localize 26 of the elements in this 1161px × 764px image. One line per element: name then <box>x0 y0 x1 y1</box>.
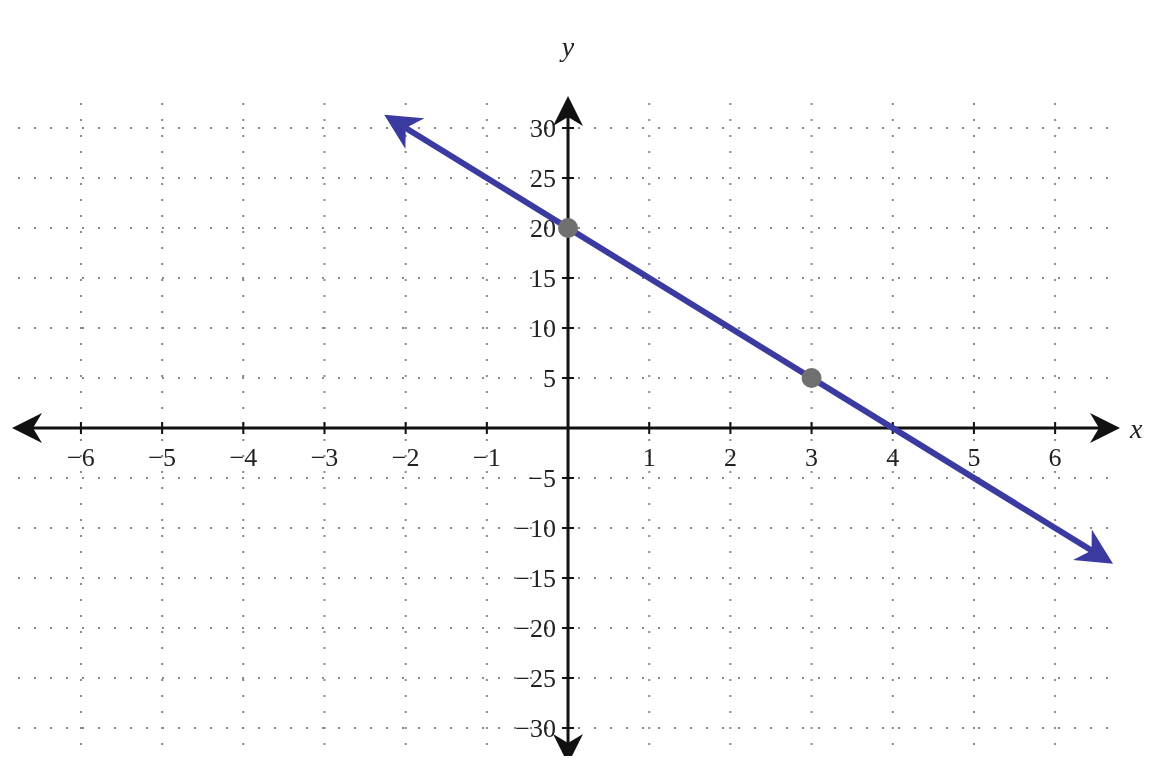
x-tick-label: −3 <box>310 443 339 472</box>
x-tick-label: −5 <box>148 443 176 472</box>
y-tick-label: −15 <box>515 564 557 594</box>
y-tick-label: 5 <box>543 364 557 394</box>
x-tick-label: −2 <box>391 443 420 472</box>
x-tick-label: 3 <box>805 443 819 472</box>
y-axis-title: y <box>558 31 575 62</box>
y-tick-label: −10 <box>515 514 557 544</box>
x-tick-label: −1 <box>473 443 501 472</box>
x-axis-title: x <box>1129 412 1143 444</box>
y-tick-label: 30 <box>530 114 557 144</box>
y-tick-label: 10 <box>530 314 557 344</box>
y-tick-label: −30 <box>515 714 557 744</box>
x-tick-label: −4 <box>229 443 258 472</box>
x-tick-label: 5 <box>967 443 981 472</box>
x-tick-label: 1 <box>642 443 656 472</box>
x-tick-label: −6 <box>67 443 95 472</box>
y-tick-label: 25 <box>530 164 557 194</box>
x-tick-label: 4 <box>886 443 900 472</box>
y-tick-label: 20 <box>530 214 557 244</box>
y-tick-label: −5 <box>528 464 557 494</box>
y-tick-label: 15 <box>530 264 557 294</box>
x-tick-label: 2 <box>723 443 737 472</box>
y-tick-label: −20 <box>515 614 557 644</box>
x-tick-label: 6 <box>1048 443 1062 472</box>
y-tick-label: −25 <box>515 664 557 694</box>
